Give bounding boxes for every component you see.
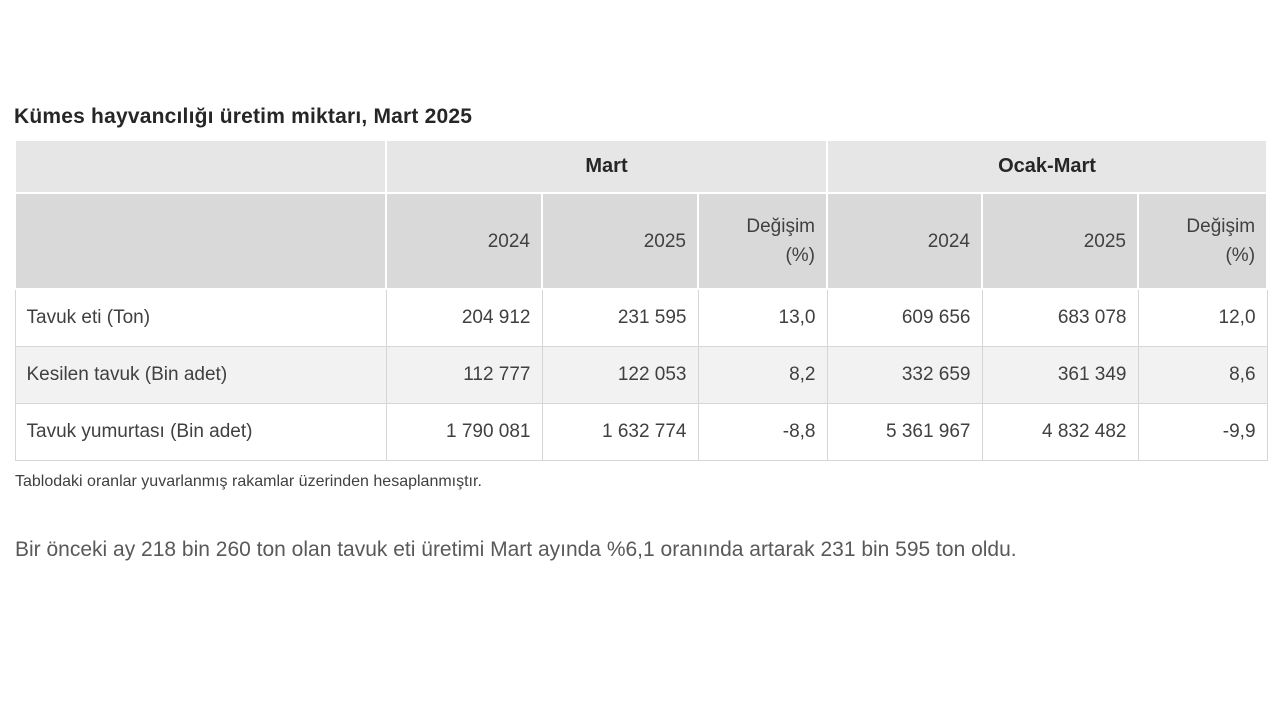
cell-value: 231 595 <box>541 288 699 347</box>
cell-value: 1 632 774 <box>541 402 699 461</box>
cell-value: 4 832 482 <box>981 402 1139 461</box>
cell-value: 122 053 <box>541 345 699 404</box>
cell-value: 361 349 <box>981 345 1139 404</box>
table-row-tavuk-eti: Tavuk eti (Ton) 204 912 231 595 13,0 609… <box>14 288 1268 347</box>
group-header-mart: Mart <box>385 139 828 194</box>
cell-value: 8,2 <box>697 345 828 404</box>
cell-value: 8,6 <box>1137 345 1268 404</box>
cell-value: 609 656 <box>826 288 983 347</box>
column-header-ocakmart-2024: 2024 <box>826 192 983 290</box>
group-header-ocak-mart: Ocak-Mart <box>825 139 1269 194</box>
summary-paragraph: Bir önceki ay 218 bin 260 ton olan tavuk… <box>15 537 1017 561</box>
column-header-ocakmart-degisim: Değişim (%) <box>1136 192 1269 290</box>
table-body: Tavuk eti (Ton) 204 912 231 595 13,0 609… <box>14 288 1268 461</box>
table-footnote: Tablodaki oranlar yuvarlanmış rakamlar ü… <box>15 472 482 490</box>
group-header-row: Mart Ocak-Mart <box>14 139 1269 194</box>
cell-value: 683 078 <box>981 288 1139 347</box>
table-header: Mart Ocak-Mart 2024 2025 Değişim (%) 202… <box>14 139 1269 290</box>
page-title: Kümes hayvancılığı üretim miktarı, Mart … <box>14 105 473 128</box>
row-label: Tavuk yumurtası (Bin adet) <box>14 402 387 461</box>
row-label: Tavuk eti (Ton) <box>14 288 387 347</box>
cell-value: 5 361 967 <box>826 402 983 461</box>
poultry-production-table: Mart Ocak-Mart 2024 2025 Değişim (%) 202… <box>14 139 1269 461</box>
cell-value: 1 790 081 <box>385 402 543 461</box>
cell-value: 13,0 <box>697 288 828 347</box>
column-header-row: 2024 2025 Değişim (%) 2024 2025 Değişim … <box>14 192 1269 290</box>
column-header-mart-degisim: Değişim (%) <box>697 192 828 290</box>
column-header-ocakmart-2025: 2025 <box>981 192 1139 290</box>
cell-value: 12,0 <box>1137 288 1268 347</box>
cell-value: -8,8 <box>697 402 828 461</box>
table-row-kesilen-tavuk: Kesilen tavuk (Bin adet) 112 777 122 053… <box>14 345 1268 404</box>
cell-value: 332 659 <box>826 345 983 404</box>
table-row-tavuk-yumurtasi: Tavuk yumurtası (Bin adet) 1 790 081 1 6… <box>14 402 1268 461</box>
column-header-mart-2025: 2025 <box>541 192 699 290</box>
column-header-mart-2024: 2024 <box>385 192 543 290</box>
corner-cell-top <box>14 139 387 194</box>
cell-value: -9,9 <box>1137 402 1268 461</box>
cell-value: 112 777 <box>385 345 543 404</box>
row-label: Kesilen tavuk (Bin adet) <box>14 345 387 404</box>
corner-cell-bottom <box>14 192 387 290</box>
cell-value: 204 912 <box>385 288 543 347</box>
